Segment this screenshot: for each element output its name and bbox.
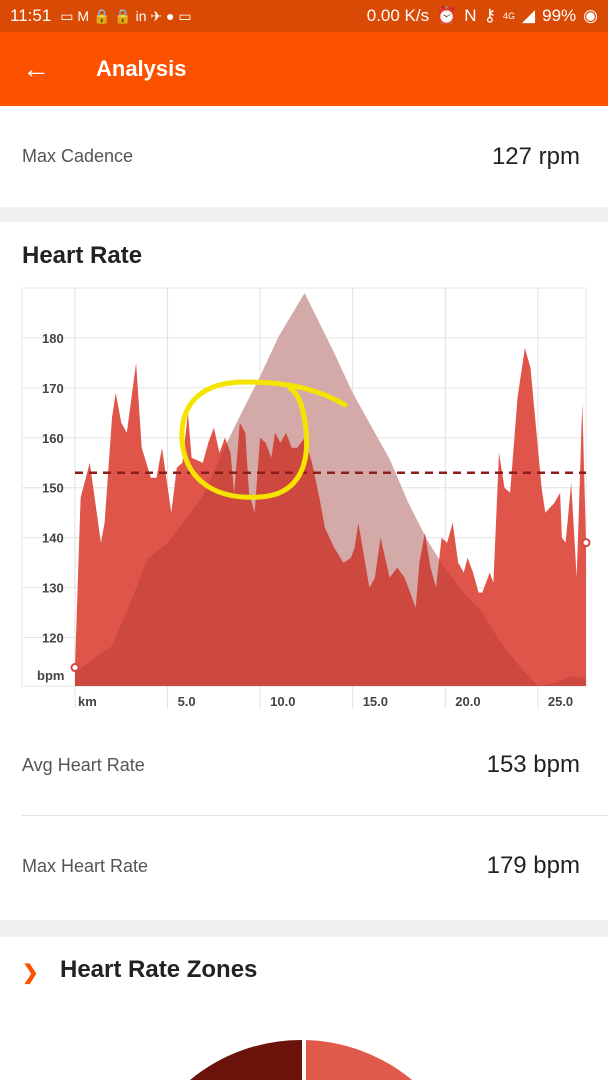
y-tick-label: 140 bbox=[42, 531, 64, 546]
heart-rate-chart[interactable]: 5.0 10.0 15.0 20.0 25.0 120 130 140 150 160 170 180… bbox=[0, 0, 608, 720]
notification-icons: ▭ M 🔒 🔒 in ✈ ● ▭ bbox=[60, 7, 192, 24]
y-tick-label: 150 bbox=[42, 481, 64, 496]
avg-heart-rate-row: Avg Heart Rate 153 bpm bbox=[0, 715, 608, 815]
avg-heart-rate-value: 153 bpm bbox=[486, 751, 580, 778]
key-icon: ⚷ bbox=[483, 6, 497, 25]
alarm-icon: ⏰ bbox=[436, 6, 458, 25]
y-axis-label: bpm bbox=[37, 668, 64, 683]
heart-rate-area bbox=[75, 347, 586, 686]
network-type: 4G bbox=[503, 11, 516, 21]
page-title: Analysis bbox=[96, 56, 187, 81]
x-tick-label: 10.0 bbox=[270, 694, 295, 709]
section-separator bbox=[0, 920, 608, 937]
elevation-overlay bbox=[75, 293, 586, 686]
y-tick-label: 160 bbox=[42, 431, 64, 446]
clock: 11:51 bbox=[10, 6, 52, 25]
signal-icon: ◢ bbox=[522, 6, 536, 25]
end-marker bbox=[581, 538, 591, 548]
x-tick-label: 20.0 bbox=[455, 694, 480, 709]
x-tick-label: 15.0 bbox=[363, 694, 388, 709]
max-cadence-label: Max Cadence bbox=[22, 146, 134, 166]
y-tick-label: 120 bbox=[42, 631, 64, 646]
max-cadence-value: 127 rpm bbox=[491, 142, 580, 170]
x-tick-label: 5.0 bbox=[178, 694, 196, 709]
nfc-icon: N bbox=[464, 6, 477, 25]
heart-rate-title: Heart Rate bbox=[22, 242, 143, 269]
max-heart-rate-value: 179 bpm bbox=[486, 852, 580, 879]
net-speed: 0.00 K/s bbox=[366, 6, 430, 25]
status-bar: 11:51 ▭ M 🔒 🔒 in ✈ ● ▭ 0.00 K/s ⏰ N ⚷ 4G… bbox=[0, 0, 608, 32]
max-heart-rate-label: Max Heart Rate bbox=[22, 855, 149, 876]
section-separator bbox=[0, 207, 608, 222]
x-axis-label: km bbox=[78, 694, 97, 709]
pie-slice-light bbox=[306, 1040, 412, 1080]
battery-level: 99% bbox=[542, 6, 577, 25]
avg-heart-rate-label: Avg Heart Rate bbox=[22, 754, 145, 775]
yellow-annotation-circle bbox=[179, 379, 348, 500]
arrow-left-icon[interactable]: ← bbox=[22, 53, 50, 84]
heart-rate-zones-pie bbox=[190, 1039, 412, 1080]
max-cadence-row: Max Cadence 127 rpm bbox=[0, 106, 608, 207]
y-tick-label: 170 bbox=[42, 381, 64, 396]
max-heart-rate-row: Max Heart Rate 179 bpm bbox=[0, 816, 608, 916]
heart-rate-zones-title: Heart Rate Zones bbox=[60, 956, 258, 983]
chevron-right-icon: ❯ bbox=[22, 962, 39, 984]
y-tick-label: 130 bbox=[42, 581, 64, 596]
pie-slice-dark bbox=[190, 1039, 302, 1080]
battery-icon: ◉ bbox=[583, 6, 598, 25]
start-marker bbox=[70, 663, 80, 673]
x-tick-label: 25.0 bbox=[548, 694, 573, 709]
y-tick-label: 180 bbox=[42, 331, 64, 346]
divider bbox=[22, 815, 608, 816]
app-bar: ← Analysis bbox=[0, 32, 608, 106]
